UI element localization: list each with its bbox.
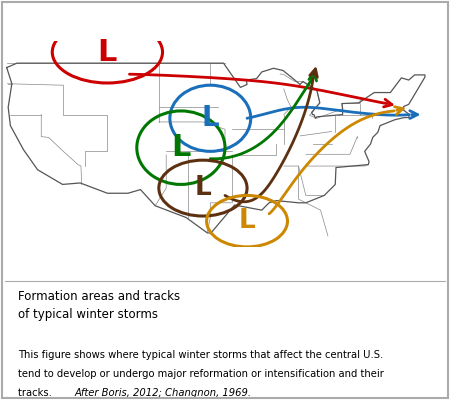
Text: This figure shows where typical winter storms that affect the central U.S.: This figure shows where typical winter s… xyxy=(18,350,383,360)
Text: L: L xyxy=(238,208,256,234)
Text: tracks.: tracks. xyxy=(18,388,58,398)
Text: Formation areas and tracks
of typical winter storms: Formation areas and tracks of typical wi… xyxy=(18,290,180,321)
Text: L: L xyxy=(98,38,117,67)
Text: tend to develop or undergo major reformation or intensification and their: tend to develop or undergo major reforma… xyxy=(18,369,383,379)
Text: L: L xyxy=(202,104,219,132)
Text: L: L xyxy=(194,175,212,201)
Text: After Boris, 2012; Changnon, 1969.: After Boris, 2012; Changnon, 1969. xyxy=(74,388,251,398)
Text: L: L xyxy=(171,133,191,162)
